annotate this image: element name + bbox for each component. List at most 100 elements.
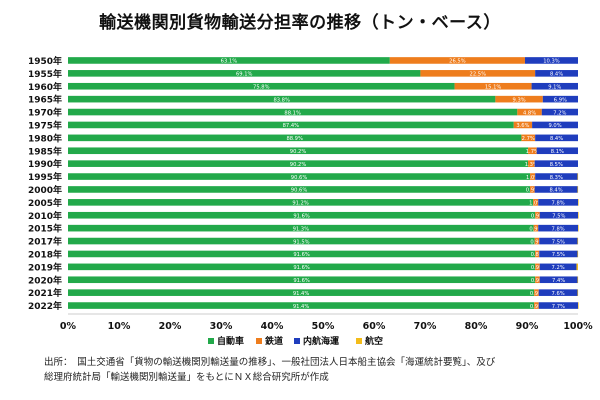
data-label: 8.4%: [550, 72, 563, 78]
bar-segment: [539, 263, 577, 271]
bar-segment: [538, 289, 578, 296]
y-tick-label: 1995年: [28, 171, 62, 183]
bar-segment: [538, 199, 578, 206]
bar-segment: [68, 108, 518, 116]
bar-segment: [577, 289, 579, 296]
data-label: 75.8%: [253, 84, 270, 90]
bar-segment: [534, 302, 539, 309]
x-tick-label: 40%: [261, 321, 284, 332]
bar-segment: [68, 263, 536, 271]
bar-segment: [535, 263, 540, 271]
bar-segment: [528, 147, 537, 155]
data-label: 7.4%: [552, 278, 565, 284]
data-label: 0.9%: [530, 239, 543, 245]
data-label: 9.3%: [513, 97, 526, 103]
y-tick-label: 2005年: [28, 197, 62, 209]
bar-segment: [389, 57, 525, 64]
bar-segment: [533, 224, 539, 232]
data-label: 0.8%: [531, 252, 544, 258]
y-tick-label: 2022年: [28, 300, 62, 312]
bar-segment: [68, 173, 531, 180]
data-label: 9.0%: [548, 123, 561, 129]
x-tick-label: 10%: [108, 321, 131, 332]
data-label: 4.8%: [523, 110, 536, 116]
data-label: 8.1%: [551, 149, 564, 155]
data-label: 90.2%: [290, 149, 307, 155]
bar-segment: [68, 211, 536, 219]
x-tick-label: 50%: [312, 321, 335, 332]
bar-segment: [539, 250, 578, 258]
legend-swatch: [208, 338, 214, 344]
data-label: 1.7%: [526, 149, 539, 155]
data-label: 3.6%: [516, 123, 529, 129]
bar-segment: [577, 237, 579, 245]
data-label: 7.8%: [552, 226, 565, 232]
bar-segment: [68, 276, 536, 284]
data-label: 0.9%: [526, 188, 539, 194]
data-label: 8.3%: [550, 175, 563, 181]
x-tick-label: 0%: [60, 321, 77, 332]
bar-segment: [68, 224, 534, 232]
bar-segment: [576, 263, 578, 271]
data-label: 88.1%: [284, 110, 301, 116]
data-label: 7.5%: [552, 252, 565, 258]
bar-segment: [533, 199, 539, 206]
data-label: 91.5%: [293, 239, 310, 245]
chart-title: 輸送機関別貨物輸送分担率の推移（トン・ベース）: [99, 13, 501, 33]
bar-segment: [68, 82, 455, 90]
data-label: 0.9%: [531, 278, 544, 284]
bar-segment: [420, 70, 536, 77]
bar-segment: [517, 108, 542, 116]
bar-segment: [531, 82, 578, 90]
legend-swatch: [256, 338, 262, 344]
legend-label: 鉄道: [265, 335, 283, 347]
source-note: 出所： 国土交通省「貨物の輸送機関別輸送量の推移」、一般社団法人日本船主協会「海…: [44, 355, 584, 385]
y-tick-label: 1990年: [28, 158, 62, 170]
legend-label: 内航海運: [303, 335, 339, 347]
data-label: 91.6%: [293, 265, 310, 271]
bar-segment: [541, 108, 578, 116]
data-label: 1.0%: [526, 175, 539, 181]
x-tick-label: 100%: [563, 321, 593, 332]
data-label: 0.9%: [530, 304, 543, 310]
bar-segment: [577, 250, 579, 258]
data-label: 87.4%: [283, 123, 300, 129]
y-tick-label: 1980年: [28, 132, 62, 144]
legend-swatch: [356, 338, 362, 344]
data-label: 8.5%: [550, 162, 563, 168]
data-label: 69.1%: [236, 72, 253, 78]
data-label: 7.7%: [552, 304, 565, 310]
bar-segment: [521, 134, 536, 142]
bar-segment: [578, 302, 579, 309]
source-line-2: 総理府統計局「輸送機関別輸送量」をもとにＮＸ総合研究所が作成: [44, 372, 329, 383]
data-label: 7.2%: [553, 110, 566, 116]
data-label: 8.4%: [550, 136, 563, 142]
x-tick-label: 30%: [210, 321, 233, 332]
bar-segment: [539, 276, 578, 284]
data-label: 10.3%: [543, 59, 560, 65]
data-label: 22.5%: [470, 72, 487, 78]
bar-segment: [528, 160, 535, 167]
data-label: 0.9%: [531, 213, 544, 219]
bar-segment: [68, 289, 535, 296]
data-label: 15.1%: [485, 84, 502, 90]
legend-label: 航空: [365, 335, 383, 347]
data-label: 1.3%: [525, 162, 538, 168]
bar-segment: [542, 95, 578, 103]
bar-segment: [68, 134, 522, 142]
data-label: 91.3%: [293, 226, 310, 232]
data-label: 7.2%: [552, 265, 565, 271]
data-label: 90.6%: [291, 188, 308, 194]
data-label: 7.8%: [552, 201, 565, 207]
data-label: 91.6%: [293, 278, 310, 284]
data-label: 90.6%: [291, 175, 308, 181]
bar-segment: [577, 186, 579, 193]
bar-segment: [513, 121, 533, 129]
bar-segment: [578, 211, 579, 219]
bar-segment: [535, 134, 578, 142]
y-tick-label: 1960年: [28, 81, 62, 93]
bar-segment: [68, 147, 529, 155]
bar-segment: [68, 160, 529, 167]
data-label: 0.9%: [530, 291, 543, 297]
